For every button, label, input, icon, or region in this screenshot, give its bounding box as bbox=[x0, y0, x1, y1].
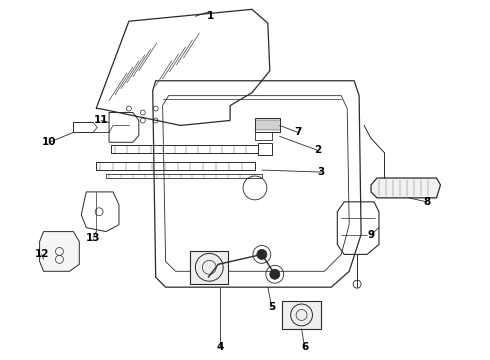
Text: 1: 1 bbox=[207, 11, 214, 21]
Text: 3: 3 bbox=[318, 167, 325, 177]
Text: 11: 11 bbox=[94, 116, 108, 126]
Polygon shape bbox=[191, 251, 228, 284]
Text: 8: 8 bbox=[423, 197, 430, 207]
Text: 7: 7 bbox=[294, 127, 301, 138]
Polygon shape bbox=[371, 178, 441, 198]
Polygon shape bbox=[40, 231, 79, 271]
Text: 12: 12 bbox=[34, 249, 49, 260]
Text: 6: 6 bbox=[301, 342, 308, 352]
Circle shape bbox=[213, 260, 223, 269]
Circle shape bbox=[270, 269, 280, 279]
Text: 13: 13 bbox=[86, 233, 100, 243]
Circle shape bbox=[257, 249, 267, 260]
Text: 9: 9 bbox=[368, 230, 374, 239]
Text: 2: 2 bbox=[314, 145, 321, 155]
Text: 4: 4 bbox=[217, 342, 224, 352]
Polygon shape bbox=[282, 301, 321, 329]
Text: 10: 10 bbox=[42, 137, 57, 147]
Text: 5: 5 bbox=[268, 302, 275, 312]
